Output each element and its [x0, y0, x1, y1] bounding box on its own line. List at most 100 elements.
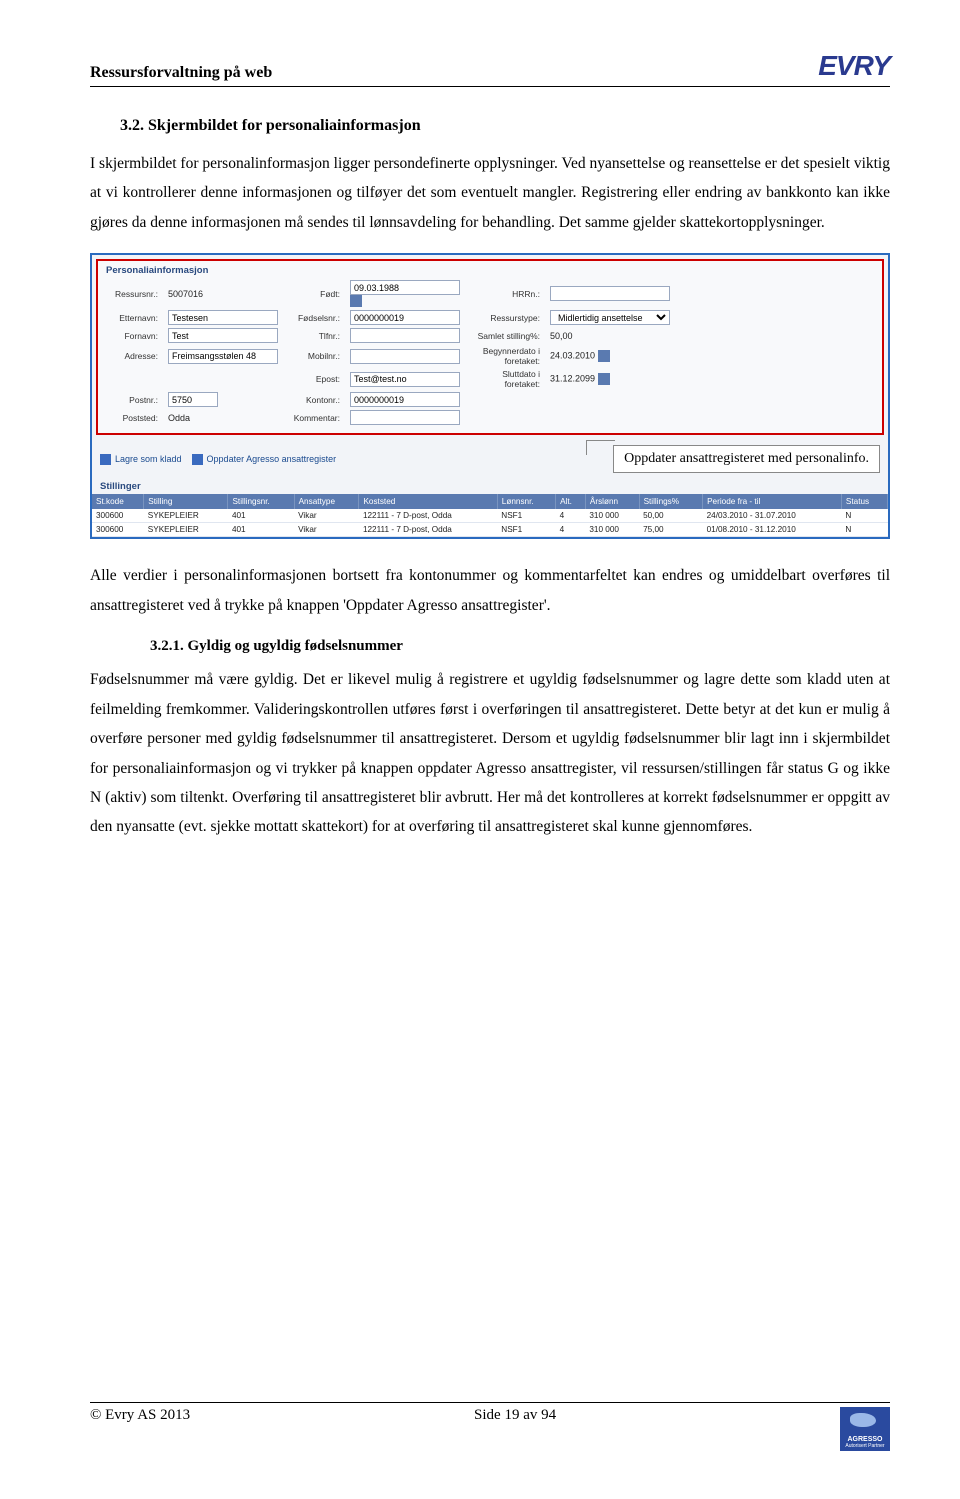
table-header: Periode fra - til	[703, 494, 842, 509]
label-etternavn: Etternavn:	[106, 313, 158, 323]
select-ressurstype[interactable]: Midlertidig ansettelse	[550, 310, 670, 325]
table-cell: 50,00	[639, 509, 703, 523]
value-samlet: 50,00	[550, 331, 670, 341]
embedded-screenshot: Personaliainformasjon Ressursnr.: 500701…	[90, 253, 890, 539]
agresso-text1: AGRESSO	[847, 1436, 882, 1443]
lagre-kladd-button[interactable]: Lagre som kladd	[100, 454, 182, 465]
table-cell: 300600	[92, 509, 144, 523]
oppdater-button[interactable]: Oppdater Agresso ansattregister	[192, 454, 337, 465]
table-cell: NSF1	[497, 509, 555, 523]
table-header: St.kode	[92, 494, 144, 509]
label-tlfnr: Tlfnr.:	[288, 331, 340, 341]
table-cell: 401	[228, 509, 294, 523]
label-hrrn: HRRn.:	[470, 289, 540, 299]
input-fornavn[interactable]	[168, 328, 278, 343]
input-epost[interactable]	[350, 372, 460, 387]
value-ressursnr: 5007016	[168, 289, 278, 299]
table-cell: 310 000	[585, 523, 639, 537]
input-adresse[interactable]	[168, 349, 278, 364]
table-cell: 75,00	[639, 523, 703, 537]
table-cell: 300600	[92, 523, 144, 537]
input-fodselsnr[interactable]	[350, 310, 460, 325]
stillinger-table: St.kodeStillingStillingsnr.AnsattypeKost…	[92, 494, 888, 537]
table-cell: 122111 - 7 D-post, Odda	[359, 523, 497, 537]
table-row[interactable]: 300600SYKEPLEIER401Vikar122111 - 7 D-pos…	[92, 523, 888, 537]
table-header: Lønnsnr.	[497, 494, 555, 509]
table-header: Stilling	[144, 494, 228, 509]
table-cell: 24/03.2010 - 31.07.2010	[703, 509, 842, 523]
table-cell: 401	[228, 523, 294, 537]
table-cell: 4	[556, 509, 586, 523]
section-3-2-para1: I skjermbildet for personalinformasjon l…	[90, 149, 890, 237]
table-cell: SYKEPLEIER	[144, 523, 228, 537]
label-kontonr: Kontonr.:	[288, 395, 340, 405]
agresso-text2: Autorisert Partner	[845, 1443, 884, 1449]
label-samlet: Samlet stilling%:	[470, 331, 540, 341]
table-header: Stillingsnr.	[228, 494, 294, 509]
input-mobilnr[interactable]	[350, 349, 460, 364]
table-cell: NSF1	[497, 523, 555, 537]
table-cell: Vikar	[294, 523, 359, 537]
table-header: Koststed	[359, 494, 497, 509]
oppdater-label: Oppdater Agresso ansattregister	[207, 454, 337, 464]
table-header: Ansattype	[294, 494, 359, 509]
save-icon	[100, 454, 111, 465]
input-etternavn[interactable]	[168, 310, 278, 325]
stillinger-heading: Stillinger	[92, 479, 888, 494]
section-3-2-1-para: Fødselsnummer må være gyldig. Det er lik…	[90, 665, 890, 842]
label-postnr: Postnr.:	[106, 395, 158, 405]
table-header: Status	[841, 494, 887, 509]
table-cell: 310 000	[585, 509, 639, 523]
label-mobilnr: Mobilnr.:	[288, 351, 340, 361]
label-fodt: Født:	[288, 289, 340, 299]
value-poststed: Odda	[168, 413, 278, 423]
label-epost: Epost:	[288, 374, 340, 384]
table-cell: 4	[556, 523, 586, 537]
table-header: Årslønn	[585, 494, 639, 509]
panel-title: Personaliainformasjon	[106, 265, 874, 276]
label-sluttdato: Sluttdato i foretaket:	[470, 369, 540, 389]
label-fornavn: Fornavn:	[106, 331, 158, 341]
table-row[interactable]: 300600SYKEPLEIER401Vikar122111 - 7 D-pos…	[92, 509, 888, 523]
footer-copyright: © Evry AS 2013	[90, 1407, 190, 1424]
footer-page-number: Side 19 av 94	[474, 1407, 556, 1424]
section-3-2-heading: 3.2. Skjermbildet for personaliainformas…	[120, 117, 890, 135]
doc-title: Ressursforvaltning på web	[90, 64, 272, 82]
calendar-icon[interactable]	[350, 295, 362, 307]
page-footer: © Evry AS 2013 Side 19 av 94 AGRESSO Aut…	[90, 1402, 890, 1451]
lagre-label: Lagre som kladd	[115, 454, 182, 464]
table-cell: SYKEPLEIER	[144, 509, 228, 523]
value-sluttdato: 31.12.2099	[550, 374, 595, 384]
table-cell: 01/08.2010 - 31.12.2010	[703, 523, 842, 537]
input-tlfnr[interactable]	[350, 328, 460, 343]
input-postnr[interactable]	[168, 392, 218, 407]
input-kommentar[interactable]	[350, 410, 460, 425]
label-adresse: Adresse:	[106, 351, 158, 361]
value-begynnerdato: 24.03.2010	[550, 351, 595, 361]
calendar-icon[interactable]	[598, 373, 610, 385]
table-header: Alt.	[556, 494, 586, 509]
table-cell: 122111 - 7 D-post, Odda	[359, 509, 497, 523]
page-header: Ressursforvaltning på web EVRY	[90, 50, 890, 87]
table-cell: Vikar	[294, 509, 359, 523]
label-ressurstype: Ressurstype:	[470, 313, 540, 323]
input-kontonr[interactable]	[350, 392, 460, 407]
calendar-icon[interactable]	[598, 350, 610, 362]
section-3-2-para2: Alle verdier i personalinformasjonen bor…	[90, 561, 890, 620]
label-kommentar: Kommentar:	[288, 413, 340, 423]
input-fodt[interactable]	[350, 280, 460, 295]
label-fodselsnr: Fødselsnr.:	[288, 313, 340, 323]
callout-box: Oppdater ansattregisteret med personalin…	[613, 445, 880, 473]
label-begynnerdato: Begynnerdato i foretaket:	[470, 346, 540, 366]
section-3-2-1-heading: 3.2.1. Gyldig og ugyldig fødselsnummer	[150, 638, 890, 655]
table-cell: N	[841, 523, 887, 537]
toolbar: Lagre som kladd Oppdater Agresso ansattr…	[92, 439, 888, 479]
label-ressursnr: Ressursnr.:	[106, 289, 158, 299]
personalia-panel: Personaliainformasjon Ressursnr.: 500701…	[96, 259, 884, 435]
label-poststed: Poststed:	[106, 413, 158, 423]
update-icon	[192, 454, 203, 465]
input-hrrn[interactable]	[550, 286, 670, 301]
agresso-logo: AGRESSO Autorisert Partner	[840, 1407, 890, 1451]
evry-logo: EVRY	[818, 50, 890, 82]
table-header: Stillings%	[639, 494, 703, 509]
